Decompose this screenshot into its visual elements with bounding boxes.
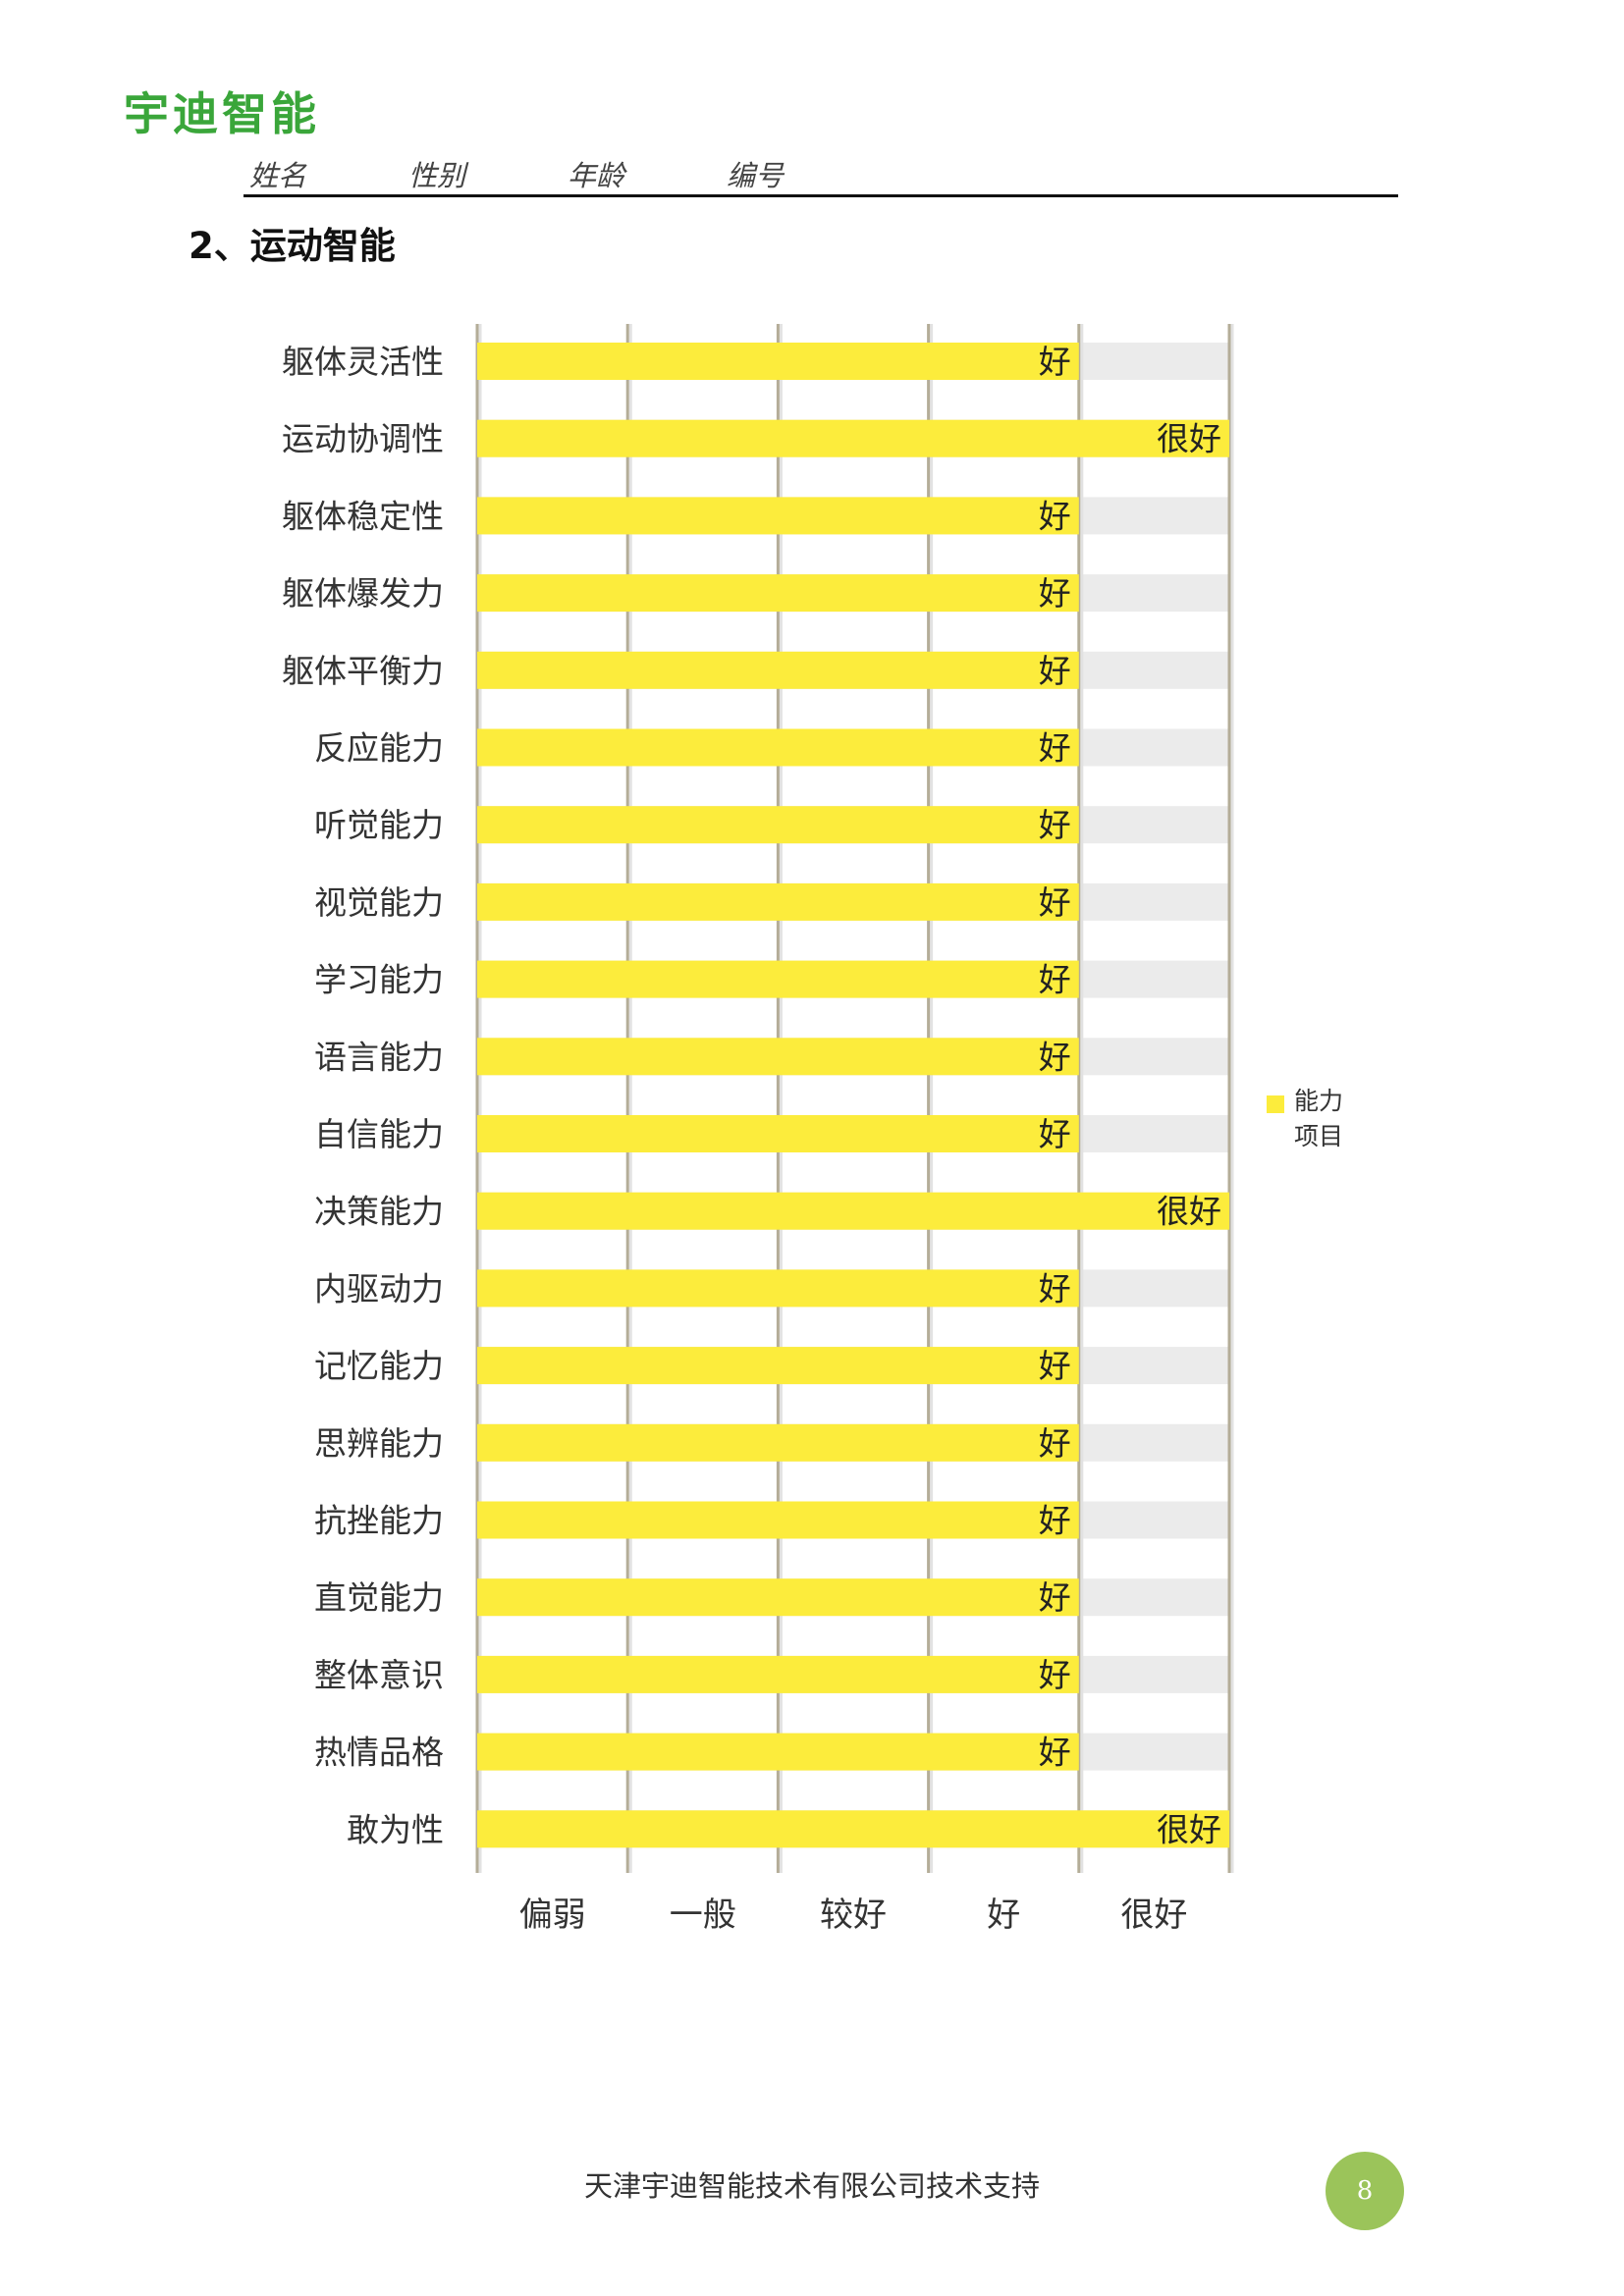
data-label: 好 [1039,343,1071,381]
bar [477,1423,1079,1462]
data-label: 好 [1039,1038,1071,1076]
bar [477,574,1079,613]
bar [477,882,1079,921]
student-info-header: 姓名 性别 年龄 编号 [244,149,1398,197]
x-tick-label: 一般 [670,1896,736,1935]
x-tick-label: 较好 [820,1896,887,1935]
data-label: 好 [1039,883,1071,922]
bar [477,1733,1079,1771]
bar [477,497,1079,535]
gender-field-label: 性别 [408,159,466,192]
category-label: 思辨能力 [314,1424,444,1463]
bar [477,1578,1079,1617]
data-label: 好 [1039,729,1071,768]
legend-label: 能力项目 [1294,1087,1344,1150]
age-field-label: 年龄 [568,159,625,192]
bar [477,1655,1079,1693]
bar [477,1115,1079,1152]
bar [477,1501,1079,1539]
data-label: 好 [1039,1656,1071,1694]
category-label: 抗挫能力 [314,1502,444,1540]
data-label: 好 [1039,1502,1071,1540]
category-label: 敢为性 [347,1810,444,1848]
data-label: 好 [1039,497,1071,535]
bar [477,343,1079,380]
x-tick-label: 很好 [1120,1896,1187,1935]
data-label: 好 [1039,1424,1071,1463]
data-label: 很好 [1157,1810,1221,1848]
category-label: 热情品格 [314,1734,444,1772]
bar [477,1038,1079,1076]
id-field-label: 编号 [727,159,785,192]
bar [477,1810,1229,1848]
bar [477,728,1079,767]
data-label: 好 [1039,1578,1071,1617]
data-label: 好 [1039,1269,1071,1308]
category-label: 视觉能力 [314,883,444,922]
category-label: 运动协调性 [282,420,444,458]
data-label: 好 [1039,961,1071,999]
category-label: 反应能力 [314,729,444,768]
category-label: 直觉能力 [314,1578,444,1617]
category-label: 语言能力 [314,1038,444,1076]
category-label: 学习能力 [314,961,444,999]
name-field-label: 姓名 [249,159,307,192]
category-label: 听觉能力 [314,806,444,844]
category-label: 记忆能力 [314,1347,444,1385]
category-label: 躯体平衡力 [282,652,444,690]
bar [477,1192,1229,1230]
bar [477,806,1079,844]
category-label: 自信能力 [314,1115,444,1153]
bar [477,960,1079,998]
data-label: 好 [1039,1115,1071,1153]
data-label: 好 [1039,806,1071,844]
data-label: 好 [1039,1734,1071,1772]
legend-swatch [1267,1095,1284,1113]
bar [477,651,1079,689]
category-label: 整体意识 [314,1656,444,1694]
footer-support-text: 天津宇迪智能技术有限公司技术支持 [583,2169,1040,2203]
data-label: 好 [1039,1347,1071,1385]
category-label: 内驱动力 [314,1269,444,1308]
data-label: 好 [1039,574,1071,613]
x-tick-label: 好 [987,1896,1020,1935]
category-label: 决策能力 [314,1193,444,1231]
section-title: 2、运动智能 [189,225,396,267]
x-tick-label: 偏弱 [519,1896,586,1935]
company-logo: 宇迪智能 [124,87,320,140]
bar [477,419,1229,457]
bar [477,1269,1079,1308]
category-label: 躯体灵活性 [282,343,444,381]
category-label: 躯体稳定性 [282,497,444,535]
data-label: 很好 [1157,1193,1221,1231]
bar [477,1347,1079,1385]
page-number-badge: 8 [1326,2152,1404,2230]
category-label: 躯体爆发力 [282,574,444,613]
data-label: 好 [1039,652,1071,690]
data-label: 很好 [1157,420,1221,458]
